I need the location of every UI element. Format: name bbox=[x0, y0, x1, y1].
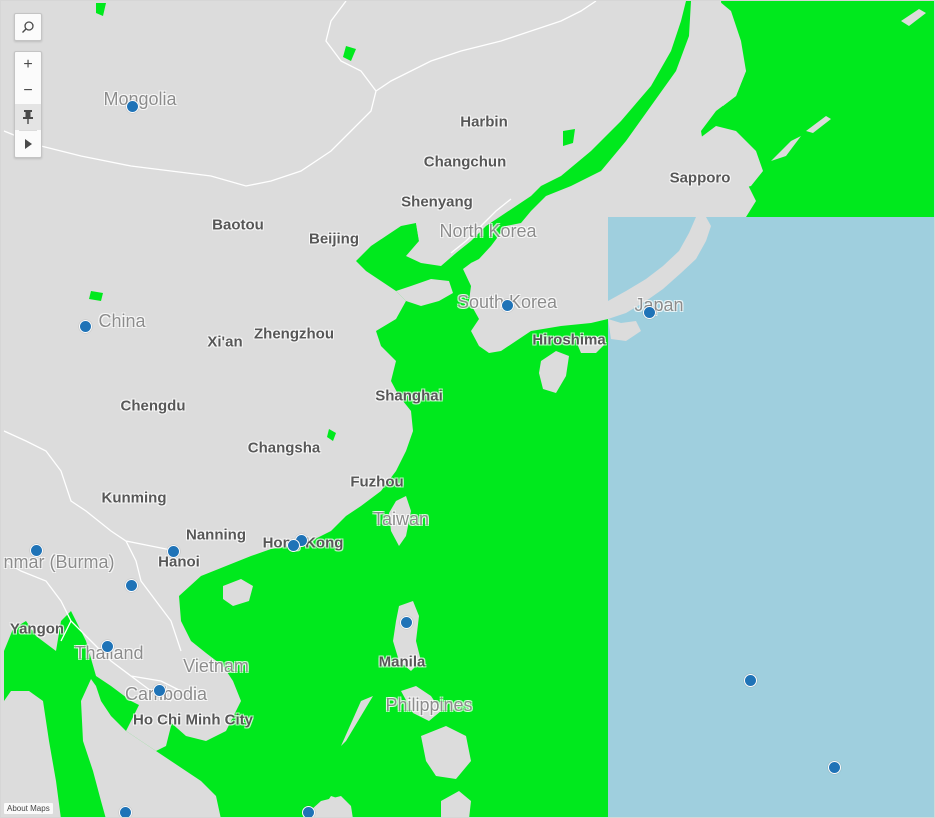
lake-4 bbox=[563, 129, 575, 146]
expand-toolbar-button[interactable] bbox=[15, 131, 41, 157]
map-marker[interactable] bbox=[153, 684, 166, 697]
label-philippines: Philippines bbox=[385, 695, 473, 715]
label-north-korea: North Korea bbox=[439, 221, 537, 241]
sea-green-main bbox=[4, 1, 691, 817]
lake-1 bbox=[89, 291, 103, 301]
label-xian: Xi'an bbox=[207, 333, 243, 351]
map-marker[interactable] bbox=[79, 320, 92, 333]
label-vietnam: Vietnam bbox=[183, 656, 249, 676]
zoom-out-button[interactable]: − bbox=[15, 78, 41, 104]
borneo-north bbox=[303, 796, 353, 817]
kuril-island-2 bbox=[806, 116, 831, 133]
map-marker[interactable] bbox=[167, 545, 180, 558]
label-changchun: Changchun bbox=[423, 153, 507, 171]
sea-blue-pacific bbox=[608, 217, 934, 817]
pin-map-button[interactable] bbox=[15, 104, 41, 130]
map-marker[interactable] bbox=[30, 544, 43, 557]
map-marker[interactable] bbox=[101, 640, 114, 653]
label-kunming: Kunming bbox=[101, 489, 167, 507]
label-harbin: Harbin bbox=[460, 113, 508, 131]
map-marker[interactable] bbox=[828, 761, 841, 774]
label-nanning: Nanning bbox=[186, 526, 246, 544]
minus-icon: − bbox=[23, 82, 33, 99]
label-yangon: Yangon bbox=[9, 620, 65, 638]
japan-south-honshu bbox=[608, 319, 641, 341]
zoom-controls: + − bbox=[14, 51, 42, 158]
palawan-island bbox=[341, 696, 373, 746]
hainan-island bbox=[223, 579, 253, 606]
map-marker[interactable] bbox=[126, 100, 139, 113]
lake-2 bbox=[343, 46, 356, 61]
label-mongolia: Mongolia bbox=[103, 89, 177, 109]
label-baotou: Baotou bbox=[212, 216, 264, 234]
mindanao-island bbox=[421, 726, 471, 779]
search-button[interactable] bbox=[15, 14, 41, 40]
kuril-island-3 bbox=[901, 9, 926, 26]
play-icon bbox=[25, 139, 32, 149]
label-cambodia: Cambodia bbox=[124, 684, 208, 704]
label-ho-chi-minh-city: Ho Chi Minh City bbox=[133, 711, 253, 729]
lake-5 bbox=[327, 429, 336, 441]
visayas-islands bbox=[401, 686, 441, 721]
kuril-island-1 bbox=[771, 136, 801, 161]
kyushu-island bbox=[539, 351, 569, 393]
mekong-land bbox=[126, 701, 171, 751]
label-shanghai: Shanghai bbox=[375, 387, 443, 405]
label-shenyang: Shenyang bbox=[401, 193, 473, 211]
search-icon bbox=[22, 21, 34, 33]
label-zhengzhou: Zhengzhou bbox=[254, 325, 334, 343]
label-taiwan: Taiwan bbox=[372, 509, 430, 529]
shandong-peninsula bbox=[396, 279, 453, 306]
map-marker[interactable] bbox=[744, 674, 757, 687]
shikoku-island bbox=[576, 336, 606, 353]
map-marker[interactable] bbox=[400, 616, 413, 629]
sakhalin-island bbox=[713, 1, 746, 106]
plus-icon: + bbox=[23, 56, 33, 73]
label-manila: Manila bbox=[378, 653, 426, 671]
map-marker[interactable] bbox=[125, 579, 138, 592]
label-beijing: Beijing bbox=[308, 230, 360, 248]
hokkaido-island bbox=[693, 126, 763, 201]
map-marker[interactable] bbox=[302, 806, 315, 817]
korea-peninsula bbox=[471, 241, 529, 341]
about-maps-link[interactable]: About Maps bbox=[4, 803, 53, 814]
country-borders bbox=[3, 1, 597, 702]
map-marker[interactable] bbox=[643, 306, 656, 319]
toolbar-divider bbox=[19, 130, 37, 131]
label-sapporo: Sapporo bbox=[669, 169, 731, 187]
label-hiroshima: Hiroshima bbox=[532, 331, 606, 349]
label-hanoi: Hanoi bbox=[158, 553, 200, 571]
pushpin-icon bbox=[23, 110, 33, 124]
label-japan: Japan bbox=[634, 295, 684, 315]
taiwan-island bbox=[389, 496, 411, 546]
label-chengdu: Chengdu bbox=[120, 397, 186, 415]
lake-3 bbox=[96, 3, 106, 16]
map-toolbar: + − bbox=[14, 13, 42, 158]
label-fuzhou: Fuzhou bbox=[350, 473, 404, 491]
japan-honshu-east bbox=[608, 217, 711, 319]
zoom-in-button[interactable]: + bbox=[15, 52, 41, 78]
label-thailand: Thailand bbox=[74, 643, 144, 663]
map-marker[interactable] bbox=[287, 539, 300, 552]
liaodong-peninsula bbox=[416, 223, 456, 259]
map-marker[interactable] bbox=[501, 299, 514, 312]
label-myanmar: nmar (Burma) bbox=[3, 552, 115, 572]
map-marker[interactable] bbox=[119, 806, 132, 817]
search-box bbox=[14, 13, 42, 41]
label-china: China bbox=[98, 311, 146, 331]
label-changsha: Changsha bbox=[247, 439, 321, 457]
